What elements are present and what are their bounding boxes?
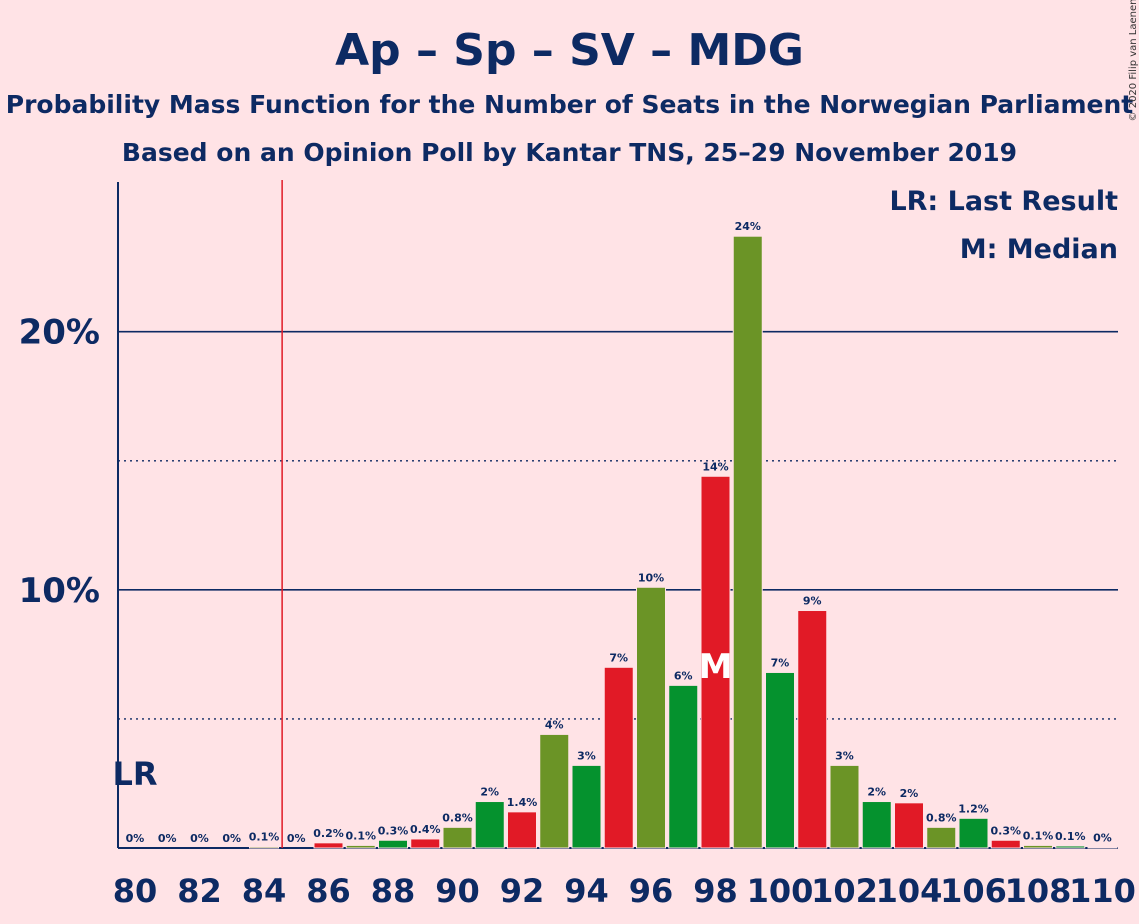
chart-subtitle-poll: Based on an Opinion Poll by Kantar TNS, … xyxy=(122,138,1017,167)
bar-seat-108 xyxy=(1023,844,1053,849)
chart-subtitle: Probability Mass Function for the Number… xyxy=(6,90,1134,119)
data-label-seat-100: 7% xyxy=(771,656,790,669)
data-label-seat-98: 14% xyxy=(702,460,728,473)
y-tick-label-0: 10% xyxy=(19,571,100,611)
chart-title: Ap – Sp – SV – MDG xyxy=(335,25,804,76)
data-label-seat-105: 0.8% xyxy=(926,811,957,824)
data-label-seat-99: 24% xyxy=(735,220,761,233)
data-label-seat-106: 1.2% xyxy=(958,802,989,815)
bar-seat-102 xyxy=(829,764,860,849)
data-label-seat-84: 0.1% xyxy=(249,831,280,844)
data-label-seat-95: 7% xyxy=(609,651,628,664)
data-label-seat-108: 0.1% xyxy=(1023,829,1054,842)
bar-seat-99 xyxy=(732,235,763,849)
bar-seat-109 xyxy=(1055,845,1086,849)
bar-seat-100 xyxy=(765,671,795,849)
bar-seat-91 xyxy=(474,801,505,849)
data-label-seat-88: 0.3% xyxy=(378,824,409,837)
bar-seat-107 xyxy=(990,839,1021,849)
bar-seat-90 xyxy=(442,826,473,849)
legend-last-result: LR: Last Result xyxy=(889,186,1118,217)
x-tick-label-100: 100 xyxy=(747,872,814,910)
x-tick-label-110: 110 xyxy=(1069,872,1136,910)
bar-seat-104 xyxy=(894,802,924,849)
data-label-seat-101: 9% xyxy=(803,595,822,608)
data-label-seat-107: 0.3% xyxy=(990,824,1021,837)
bar-seat-94 xyxy=(571,764,602,849)
data-label-seat-85: 0% xyxy=(287,832,306,845)
x-tick-label-104: 104 xyxy=(876,872,943,910)
data-label-seat-90: 0.8% xyxy=(442,811,473,824)
bar-seat-84 xyxy=(249,846,279,849)
data-labels: 0% 0% 0% 0% 0.1% 0% 0.2% 0.1% 0.3% 0.4%0.8%2%1.4%… xyxy=(126,220,1112,845)
y-axis-tick-labels: 10% 20% xyxy=(19,313,100,611)
bar-seat-89 xyxy=(410,838,441,849)
x-tick-label-98: 98 xyxy=(693,872,738,910)
bar-seat-88 xyxy=(378,839,408,849)
x-tick-label-84: 84 xyxy=(242,872,287,910)
data-label-seat-81: 0% xyxy=(158,832,177,845)
bar-seat-105 xyxy=(926,826,957,849)
bars xyxy=(249,235,1118,849)
bar-seat-92 xyxy=(507,811,537,849)
data-label-seat-104: 2% xyxy=(900,787,919,800)
x-tick-label-106: 106 xyxy=(940,872,1007,910)
data-label-seat-80: 0% xyxy=(126,832,145,845)
bar-seat-101 xyxy=(797,610,828,849)
y-tick-label-1: 20% xyxy=(19,313,100,353)
data-label-seat-103: 2% xyxy=(867,786,886,799)
copyright-notice: © 2020 Filip van Laenen xyxy=(1128,0,1139,121)
x-tick-label-94: 94 xyxy=(564,872,609,910)
bar-seat-93 xyxy=(539,733,570,849)
data-label-seat-102: 3% xyxy=(835,749,854,762)
data-label-seat-109: 0.1% xyxy=(1055,830,1086,843)
data-label-seat-82: 0% xyxy=(190,832,209,845)
data-label-seat-110: 0% xyxy=(1093,831,1112,844)
x-tick-label-86: 86 xyxy=(306,872,351,910)
x-tick-label-96: 96 xyxy=(629,872,674,910)
data-label-seat-83: 0% xyxy=(222,832,241,845)
data-label-seat-96: 10% xyxy=(638,571,664,584)
bar-seat-106 xyxy=(958,817,989,849)
x-tick-label-92: 92 xyxy=(500,872,545,910)
bar-seat-86 xyxy=(313,842,344,849)
median-marker: M xyxy=(699,647,733,687)
x-tick-label-90: 90 xyxy=(435,872,480,910)
data-label-seat-93: 4% xyxy=(545,718,564,731)
legend-median: M: Median xyxy=(960,234,1118,265)
bar-seat-96 xyxy=(636,586,666,849)
data-label-seat-97: 6% xyxy=(674,669,693,682)
bar-seat-110 xyxy=(1087,846,1118,849)
last-result-label: LR xyxy=(112,755,157,793)
x-tick-label-102: 102 xyxy=(811,872,878,910)
data-label-seat-87: 0.1% xyxy=(345,829,376,842)
bar-seat-103 xyxy=(861,801,892,849)
data-label-seat-86: 0.2% xyxy=(313,827,344,840)
data-label-seat-94: 3% xyxy=(577,749,596,762)
x-tick-label-80: 80 xyxy=(113,872,158,910)
data-label-seat-91: 2% xyxy=(480,786,499,799)
data-label-seat-89: 0.4% xyxy=(410,823,441,836)
bar-seat-97 xyxy=(668,684,699,849)
bar-seat-95 xyxy=(603,666,634,849)
bar-seat-98 xyxy=(700,475,731,849)
x-tick-label-82: 82 xyxy=(177,872,222,910)
data-label-seat-92: 1.4% xyxy=(507,796,538,809)
x-tick-label-108: 108 xyxy=(1005,872,1072,910)
bar-seat-87 xyxy=(345,844,376,849)
x-tick-label-88: 88 xyxy=(371,872,416,910)
